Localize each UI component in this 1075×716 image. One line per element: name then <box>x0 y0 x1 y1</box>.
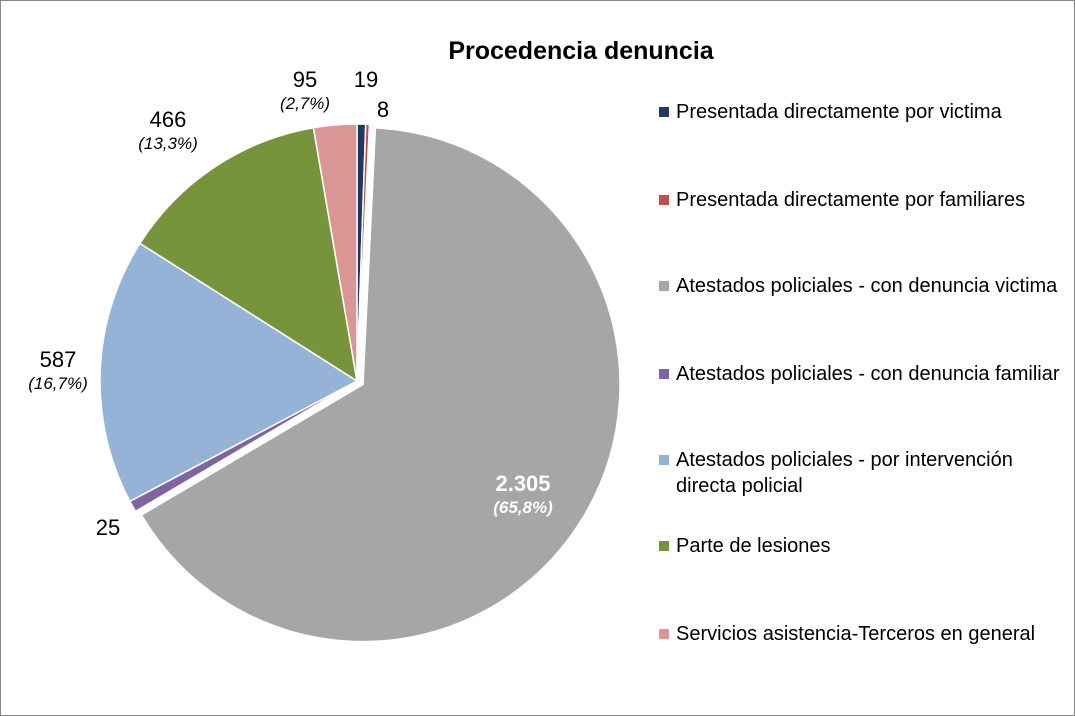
data-label: 466 (13,3%) <box>138 107 198 155</box>
legend-swatch <box>659 195 669 205</box>
data-label-value: 8 <box>376 97 390 122</box>
legend-label: Atestados policiales - por intervención … <box>676 449 1013 497</box>
legend-swatch <box>659 369 669 379</box>
legend-label: Presentada directamente por familiares <box>676 189 1026 211</box>
legend-label: Atestados policiales - con denuncia fami… <box>676 363 1060 385</box>
data-label: 587 (16,7%) <box>28 347 88 395</box>
legend-label: Servicios asistencia-Terceros en general <box>676 623 1036 645</box>
data-label-value: 95 <box>292 67 318 92</box>
data-label-percent: (13,3%) <box>138 134 198 153</box>
legend-swatch <box>659 281 669 291</box>
data-label: 95 (2,7%) <box>280 67 330 115</box>
legend-label: Presentada directamente por victima <box>676 101 1002 123</box>
data-label: 25 <box>96 515 120 541</box>
data-label-value: 466 <box>149 107 187 132</box>
pie-slice <box>312 123 358 382</box>
data-label: 2.305 (65,8%) <box>493 471 553 519</box>
pie-slice <box>356 123 371 382</box>
legend-item: Presentada directamente por familiares <box>659 187 1025 213</box>
legend-label: Parte de lesiones <box>676 535 831 557</box>
legend-item: Servicios asistencia-Terceros en general <box>659 621 1035 647</box>
data-label-value: 25 <box>95 515 121 540</box>
pie-slice <box>138 126 359 383</box>
pie-slice <box>140 127 621 643</box>
data-label-value: 587 <box>39 347 77 372</box>
legend-item: Atestados policiales - con denuncia fami… <box>659 361 1060 387</box>
legend-item: Atestados policiales - con denuncia vict… <box>659 273 1057 299</box>
legend-swatch <box>659 629 669 639</box>
legend-swatch <box>659 107 669 117</box>
legend-swatch <box>659 455 669 465</box>
data-label-percent: (16,7%) <box>28 374 88 393</box>
data-label-value: 2.305 <box>495 471 551 496</box>
data-label: 19 <box>354 67 378 93</box>
chart-title: Procedencia denuncia <box>448 37 714 65</box>
data-label: 8 <box>377 97 389 123</box>
pie-slice <box>99 242 359 503</box>
legend-item: Presentada directamente por victima <box>659 99 1002 125</box>
legend-item: Parte de lesiones <box>659 533 831 559</box>
data-label-percent: (2,7%) <box>279 94 331 113</box>
data-label-percent: (65,8%) <box>493 498 553 517</box>
data-label-value: 19 <box>353 67 379 92</box>
legend-item: Atestados policiales - por intervención … <box>659 447 1069 499</box>
legend-label: Atestados policiales - con denuncia vict… <box>676 275 1058 297</box>
legend-swatch <box>659 541 669 551</box>
